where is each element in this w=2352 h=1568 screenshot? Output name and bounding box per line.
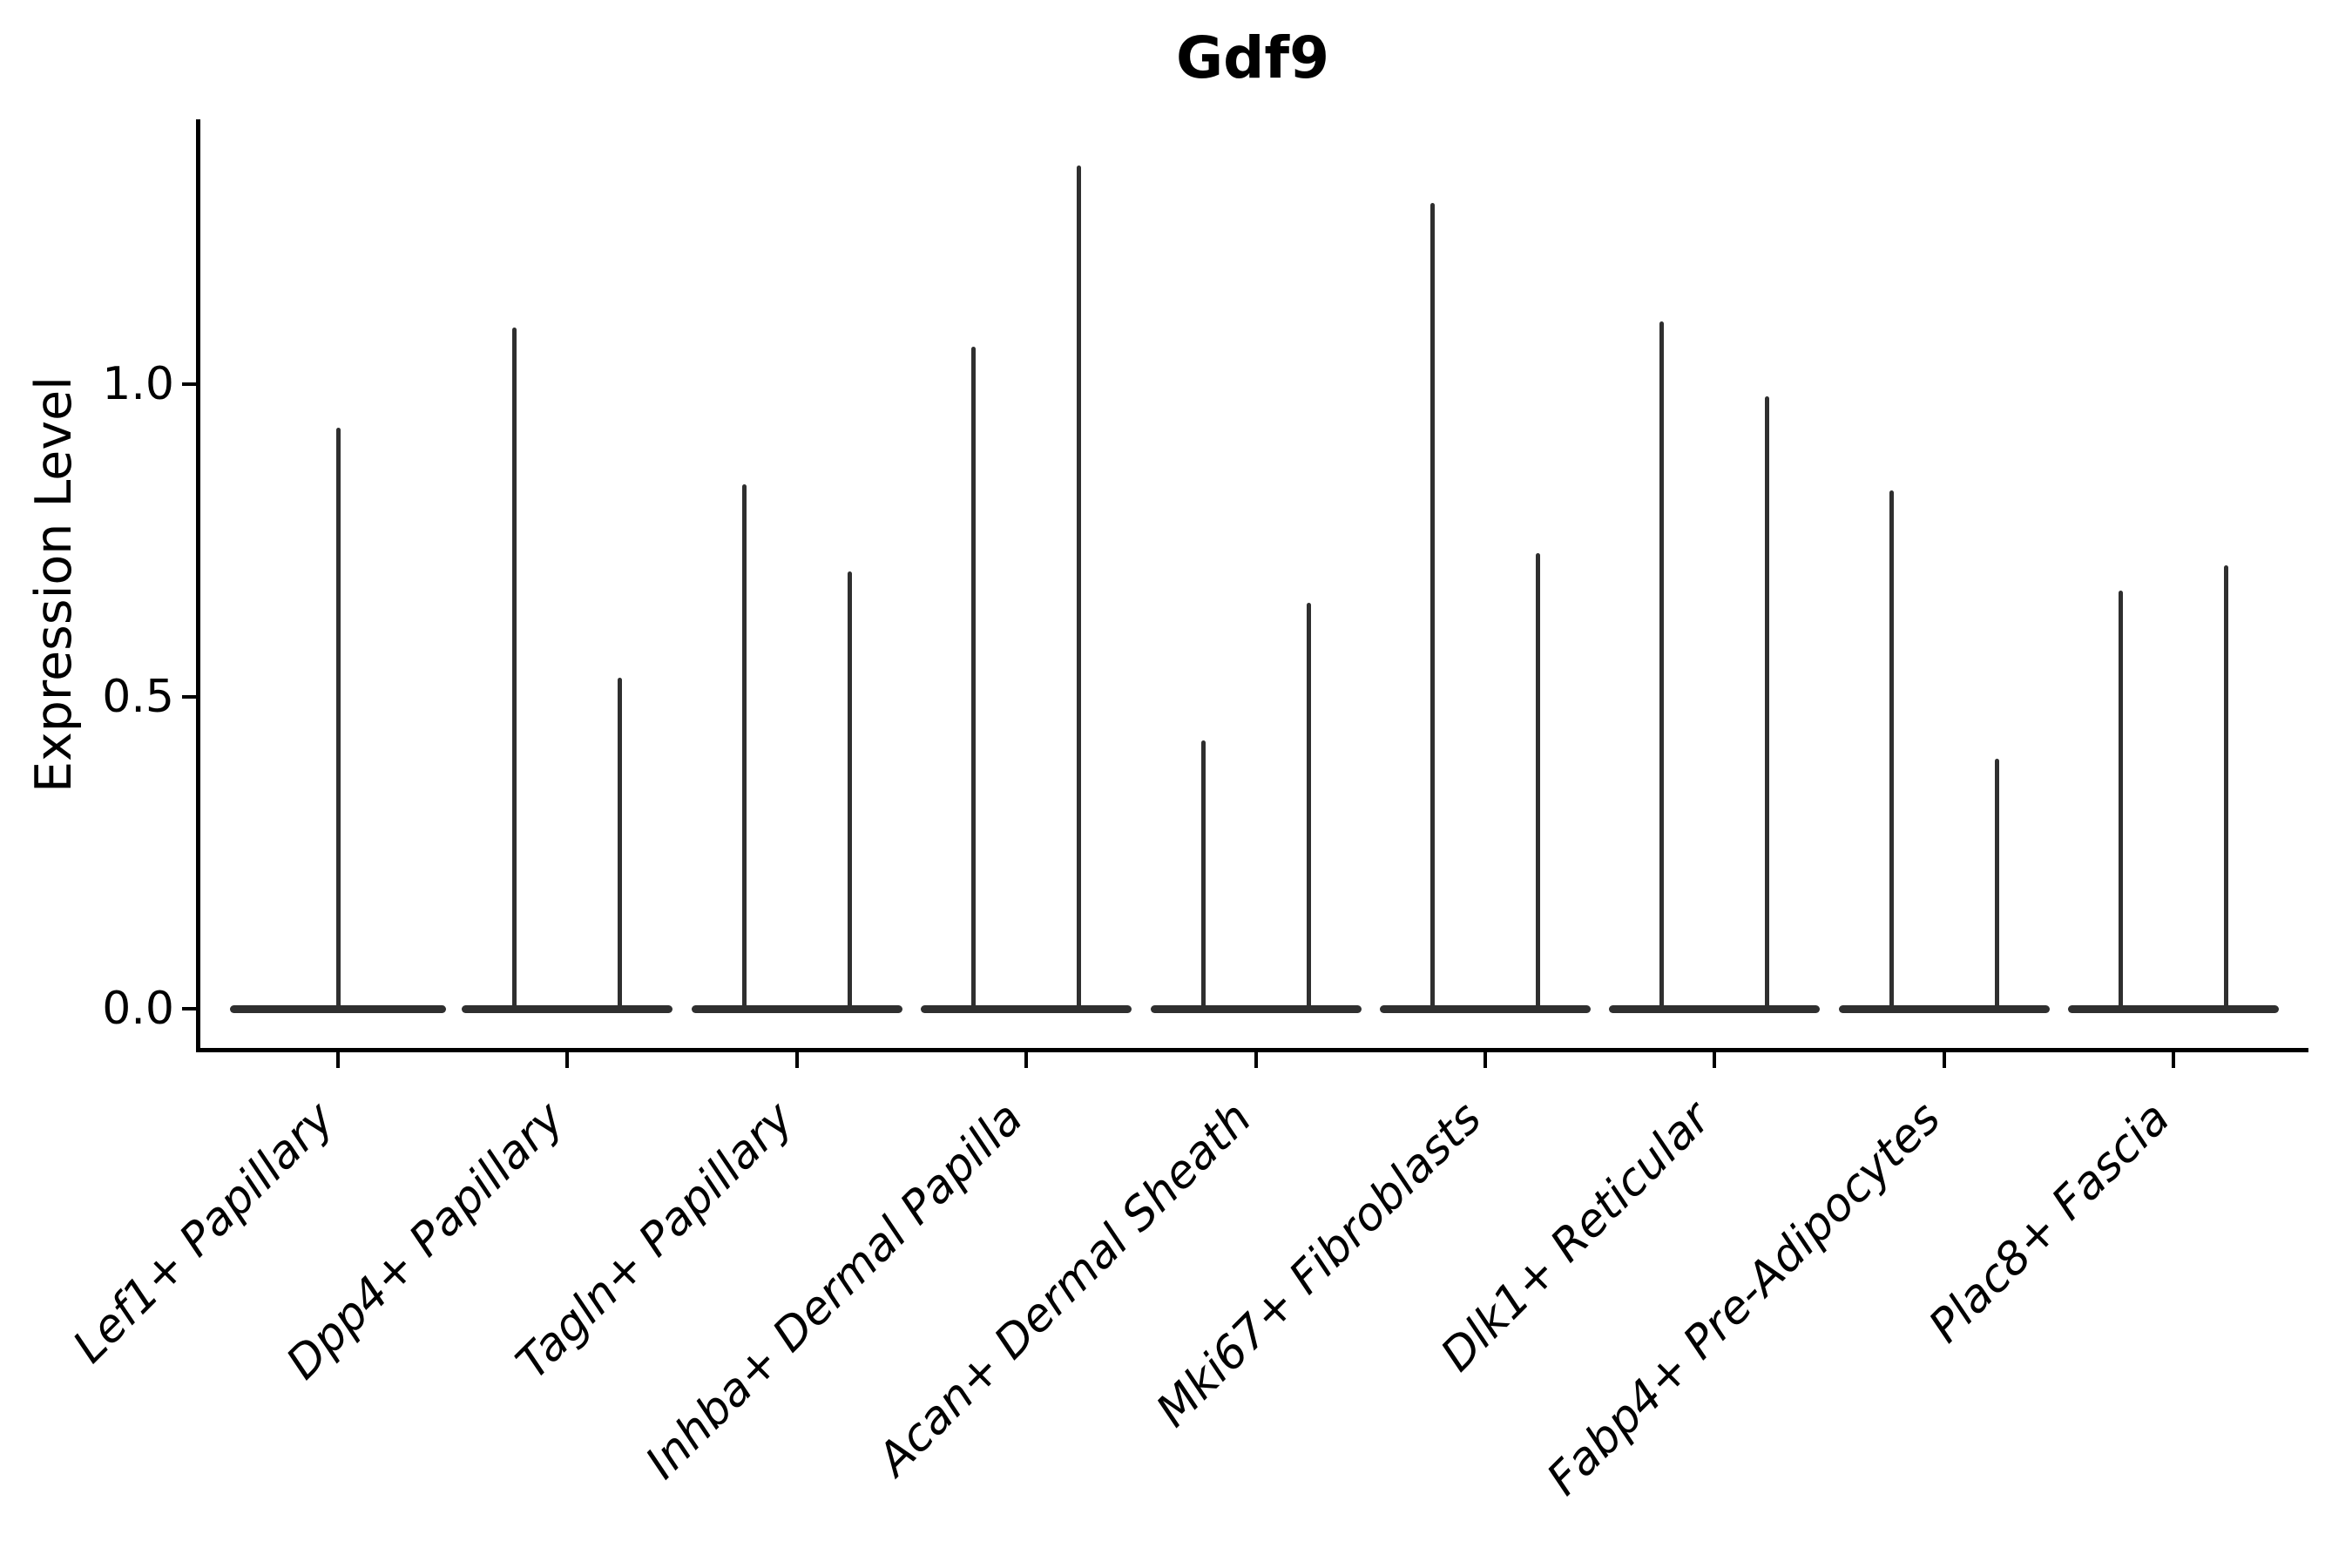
x-tick-mark xyxy=(336,1052,340,1068)
x-tick-mark xyxy=(1942,1052,1946,1068)
y-tick-mark xyxy=(182,1007,198,1010)
x-tick-label: Plac8+ Fascia xyxy=(1919,1092,2180,1354)
y-axis-spine xyxy=(196,119,200,1052)
violin-base xyxy=(921,1004,1132,1013)
x-tick-mark xyxy=(2172,1052,2176,1068)
violin-spike xyxy=(512,328,517,1009)
violin-spike xyxy=(1200,740,1206,1009)
violin-base xyxy=(1150,1004,1362,1013)
y-tick-label: 0.0 xyxy=(102,983,174,1035)
x-tick-mark xyxy=(565,1052,570,1068)
x-tick-mark xyxy=(1024,1052,1029,1068)
x-tick-mark xyxy=(794,1052,799,1068)
violin-spike xyxy=(618,677,623,1009)
violin-base xyxy=(462,1004,673,1013)
y-tick-mark xyxy=(182,694,198,699)
violin-spike xyxy=(1430,203,1435,1009)
violin-base xyxy=(691,1004,902,1013)
violin-spike xyxy=(1889,490,1894,1009)
violin-spike xyxy=(1077,166,1082,1009)
violin-spike xyxy=(1536,552,1540,1009)
violin-base xyxy=(1380,1004,1591,1013)
y-axis-label: Expression Level xyxy=(25,376,83,793)
y-tick-label: 0.5 xyxy=(102,670,174,723)
x-tick-label: Inhba+ Dermal Papilla xyxy=(635,1092,1033,1490)
violin-spike xyxy=(2119,590,2124,1009)
x-tick-label: Acan+ Dermal Sheath xyxy=(868,1092,1262,1486)
x-tick-mark xyxy=(1254,1052,1258,1068)
violin-base xyxy=(1838,1004,2050,1013)
chart-title: Gdf9 xyxy=(1175,24,1330,91)
x-tick-mark xyxy=(1713,1052,1717,1068)
violin-base xyxy=(230,1004,446,1013)
violin-spike xyxy=(971,346,977,1009)
violin-spike xyxy=(1994,759,1999,1009)
violin-spike xyxy=(335,428,341,1009)
violin-spike xyxy=(741,483,747,1009)
violin-spike xyxy=(2224,564,2229,1009)
violin-base xyxy=(2068,1004,2280,1013)
y-tick-label: 1.0 xyxy=(102,358,174,410)
violin-spike xyxy=(1765,396,1770,1009)
violin-spike xyxy=(847,571,852,1009)
violin-spike xyxy=(1659,321,1665,1009)
violin-spike xyxy=(1306,602,1311,1009)
x-axis-spine xyxy=(196,1048,2308,1052)
violin-base xyxy=(1609,1004,1821,1013)
x-tick-label: Fabp4+ Pre-Adipocytes xyxy=(1537,1092,1951,1506)
y-tick-mark xyxy=(182,382,198,386)
x-tick-mark xyxy=(1484,1052,1487,1068)
